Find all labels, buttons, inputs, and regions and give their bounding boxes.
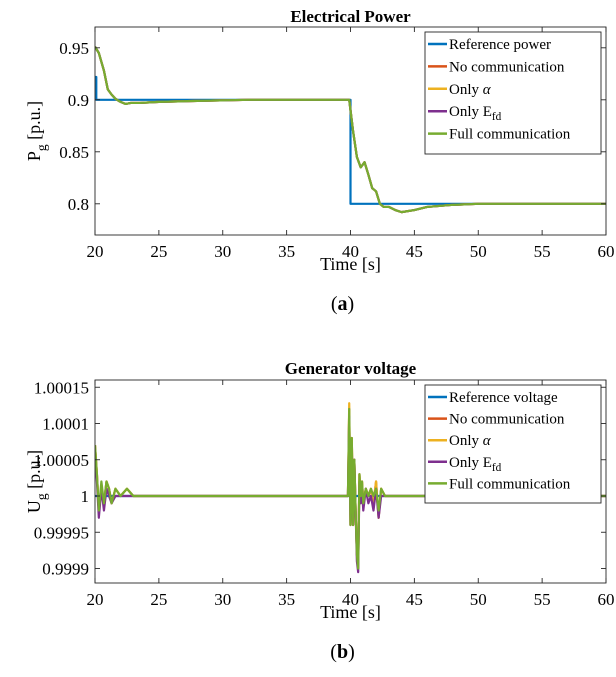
chart-title: Generator voltage <box>285 359 417 378</box>
x-tick-label: 60 <box>598 242 615 261</box>
x-tick-label: 50 <box>470 590 487 609</box>
x-tick-label: 45 <box>406 590 423 609</box>
x-tick-label: 60 <box>598 590 615 609</box>
y-tick-label: 1 <box>81 487 90 506</box>
y-axis-label: Pg [p.u.] <box>24 101 49 161</box>
x-tick-label: 45 <box>406 242 423 261</box>
legend-label: Only α <box>449 433 492 449</box>
x-tick-label: 40 <box>342 242 359 261</box>
y-tick-label: 1.0001 <box>42 415 89 434</box>
x-tick-label: 20 <box>87 242 104 261</box>
x-tick-label: 55 <box>534 590 551 609</box>
x-tick-label: 25 <box>150 242 167 261</box>
x-tick-label: 30 <box>214 590 231 609</box>
y-tick-label: 0.95 <box>59 39 89 58</box>
y-axis-label: Ug [p.u.] <box>24 450 49 513</box>
legend: Reference voltage No communication Only α O… <box>424 384 602 504</box>
x-tick-label: 55 <box>534 242 551 261</box>
legend-label: No communication <box>449 59 565 75</box>
x-tick-label: 30 <box>214 242 231 261</box>
y-tick-label: 1.00015 <box>34 378 89 397</box>
x-axis-label: Time [s] <box>320 254 381 274</box>
x-tick-label: 50 <box>470 242 487 261</box>
x-tick-label: 20 <box>87 590 104 609</box>
y-tick-label: 1.00005 <box>34 451 89 470</box>
legend-label: Only Efd <box>449 104 502 123</box>
legend-label: Reference voltage <box>449 390 558 406</box>
y-tick-label: 0.9999 <box>42 560 89 579</box>
y-tick-label: 0.85 <box>59 143 89 162</box>
legend-label: Only Efd <box>449 455 502 474</box>
x-tick-label: 25 <box>150 590 167 609</box>
x-tick-label: 35 <box>278 590 295 609</box>
x-axis-label: Time [s] <box>320 602 381 622</box>
legend-label: Reference power <box>449 37 551 53</box>
panel-caption: (b) <box>330 641 354 663</box>
legend-label: Full communication <box>449 127 571 143</box>
chart-panel-a: 20 25 30 35 40 45 50 55 60 0.8 0.85 0.9 0.95 Electric… <box>24 7 615 315</box>
series-line-full_comm <box>95 46 606 214</box>
x-tick-label: 40 <box>342 590 359 609</box>
chart-title: Electrical Power <box>290 7 411 26</box>
x-tick-label: 35 <box>278 242 295 261</box>
legend-box <box>424 384 602 504</box>
y-tick-label: 0.99995 <box>34 523 89 542</box>
legend-box <box>424 31 602 155</box>
chart-panel-b: 20 25 30 35 40 45 50 55 60 0.9999 0.99995 1 1.00005 1… <box>24 359 615 663</box>
legend-label: Only α <box>449 82 492 98</box>
panel-caption: (a) <box>331 293 354 315</box>
y-tick-label: 0.8 <box>68 195 89 214</box>
legend-label: No communication <box>449 412 565 428</box>
legend-label: Full communication <box>449 476 571 492</box>
legend: Reference power No communication Only α Onl… <box>424 31 602 155</box>
y-tick-label: 0.9 <box>68 91 89 110</box>
series-line-full_comm <box>95 407 606 570</box>
series-group <box>95 46 606 214</box>
